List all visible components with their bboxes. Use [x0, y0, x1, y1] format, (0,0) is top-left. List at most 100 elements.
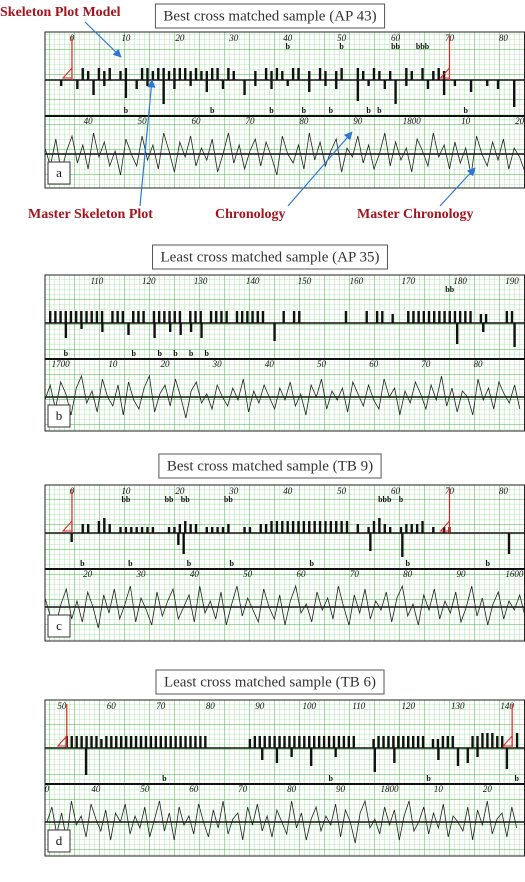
panel-title: Best cross matched sample (AP 43)	[163, 8, 376, 24]
x-tick-label: 150	[298, 276, 312, 286]
sample-bar	[64, 311, 67, 323]
sample-bar	[115, 736, 118, 748]
sample-bar	[381, 311, 384, 323]
flag	[61, 519, 73, 532]
sample-bar	[378, 71, 381, 80]
sample-bar	[286, 521, 289, 533]
b-marker: b	[187, 559, 192, 568]
x2-tick-label: 80	[474, 359, 484, 369]
flag	[439, 519, 450, 532]
arrow	[287, 131, 353, 207]
sample-bar	[110, 736, 113, 748]
sample-bar	[149, 736, 153, 748]
x2-tick-label: 30	[136, 569, 147, 579]
sample-bar	[308, 521, 311, 533]
sample-bar	[205, 527, 208, 533]
master-bar	[189, 80, 192, 86]
b-marker: bb	[391, 42, 400, 51]
sample-bar	[164, 736, 167, 748]
master-bar	[507, 533, 511, 554]
sample-bar	[95, 311, 99, 323]
sample-bar	[448, 311, 451, 323]
sample-bar	[137, 311, 140, 323]
x-tick-label: 60	[391, 33, 401, 43]
x2-tick-label: 70	[238, 784, 248, 794]
b-marker: b	[269, 106, 274, 115]
graph-paper	[44, 699, 525, 857]
master-bar	[373, 748, 376, 772]
sample-bar	[378, 518, 381, 533]
sample-bar	[313, 521, 316, 533]
master-bar	[505, 748, 509, 769]
sample-bar	[318, 68, 322, 80]
sample-bar	[184, 68, 187, 80]
sample-bar	[356, 68, 360, 80]
x-tick-label: 60	[107, 701, 117, 711]
sample-bar	[162, 68, 165, 80]
x-tick-label: 80	[206, 701, 216, 711]
master-bar	[405, 80, 408, 86]
sample-bar	[184, 521, 187, 533]
sample-bar	[432, 311, 436, 323]
x2-tick-label: 50	[317, 359, 327, 369]
x-tick-label: 190	[505, 276, 519, 286]
sample-bar	[275, 68, 279, 80]
sample-bar	[151, 71, 155, 80]
master-bar	[455, 323, 459, 344]
master-bar	[324, 80, 327, 86]
x2-tick-label: 40	[265, 359, 275, 369]
panel-letter: c	[56, 618, 62, 633]
sample-bar	[111, 311, 114, 323]
sample-bar	[184, 736, 187, 748]
sample-bar	[345, 521, 349, 533]
x-tick-label: 160	[350, 276, 364, 286]
x-tick-label: 130	[194, 276, 208, 286]
b-marker: b	[302, 106, 307, 115]
master-bar	[76, 80, 79, 89]
x2-tick-label: 70	[245, 116, 255, 126]
b-marker: b	[229, 559, 234, 568]
b-marker: b	[162, 774, 167, 783]
sample-bar	[251, 311, 254, 323]
x-tick-label: 30	[228, 486, 239, 496]
sample-bar	[337, 736, 341, 748]
sample-bar	[256, 311, 259, 323]
b-marker: b	[514, 774, 519, 783]
master-bar	[173, 80, 176, 89]
x2-tick-label: 70	[421, 359, 431, 369]
sample-bar	[120, 736, 123, 748]
sample-bar	[342, 736, 346, 748]
master-bar	[456, 748, 460, 766]
panel: Best cross matched sample (AP 43)0102030…	[44, 3, 525, 189]
sample-bar	[216, 68, 219, 80]
sample-bar	[194, 311, 197, 323]
master-bar	[334, 748, 337, 757]
x-tick-label: 30	[228, 33, 239, 43]
sample-bar	[411, 736, 415, 748]
master-bar	[309, 748, 313, 766]
sample-bar	[124, 527, 128, 533]
sample-bar	[402, 736, 405, 748]
master-bar	[426, 80, 430, 89]
master-bar	[146, 80, 149, 86]
b-marker: bb	[224, 495, 233, 504]
b-marker: b	[329, 106, 334, 115]
b-marker: b	[128, 559, 133, 568]
b-marker: b	[189, 349, 194, 358]
b-marker: b	[80, 559, 85, 568]
x-tick-label: 50	[57, 701, 67, 711]
sample-bar	[48, 311, 52, 323]
master-bar	[103, 80, 106, 86]
x2-tick-label: 40	[190, 569, 200, 579]
sample-bar	[377, 736, 380, 748]
sample-bar	[200, 71, 203, 80]
sample-bar	[80, 736, 83, 748]
x2-tick-label: 50	[138, 116, 148, 126]
sample-bar	[268, 736, 271, 748]
b-marker: b	[285, 42, 290, 51]
master-bar	[383, 80, 386, 89]
sample-bar	[405, 524, 408, 533]
sample-bar	[375, 311, 379, 323]
sample-bar	[436, 739, 440, 748]
